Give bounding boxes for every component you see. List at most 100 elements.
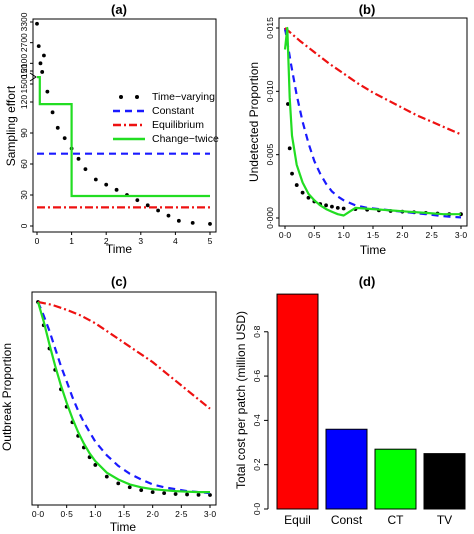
panel-c-series-line-change-twice — [36, 301, 210, 494]
panel-c-x-tick-label: 0·5 — [61, 509, 74, 519]
panel-b-point-time-varying — [290, 171, 294, 176]
panel-b-axes: 0·0 0·5 1·0 1·5 2·0 2·5 3·0 0·000 0·005 0·010 0·01… — [265, 17, 468, 240]
panel-a-ylabel: Sampling effort — [4, 85, 18, 166]
panel-a-point-time-varying — [35, 21, 39, 26]
legend-marker-time-varying — [119, 95, 123, 99]
panel-a-y-tick-label: 30 — [19, 190, 29, 200]
panel-a-point-time-varying — [114, 187, 119, 192]
panel-a-point-time-varying — [38, 61, 43, 66]
panel-b-xlabel: Time — [360, 243, 387, 257]
panel-d-y-tick-label: 0·4 — [252, 414, 262, 427]
panel-a-y-tick-label: 3300 — [19, 12, 29, 31]
panel-b-y-tick-label: 0·015 — [265, 17, 275, 39]
panel-b-point-time-varying — [300, 190, 305, 195]
panel-a-legend: Time−varying Constant Equilibrium Change… — [113, 91, 219, 145]
panel-a-point-time-varying — [76, 156, 81, 161]
panel-b-ylabel: Undetected Proportion — [247, 62, 261, 182]
panel-c-point-time-varying — [127, 485, 132, 490]
panel-a-title: (a) — [111, 2, 127, 17]
panel-c-marks — [36, 300, 212, 497]
legend-label-change-twice: Change−twice — [152, 133, 219, 145]
panel-a-point-time-varying — [208, 222, 212, 226]
panel-a-point-time-varying — [55, 125, 60, 130]
panel-a-point-time-varying — [135, 198, 140, 203]
panel-c-point-time-varying — [116, 481, 121, 486]
panel-d-y-tick-label: 0·6 — [252, 370, 262, 383]
bar-label-tv: TV — [437, 513, 452, 527]
panel-b-series-line-equilibrium — [284, 27, 462, 136]
panel-a-point-time-varying — [45, 89, 50, 94]
panel-c-xlabel: Time — [110, 520, 137, 534]
panel-a-point-time-varying — [50, 110, 55, 115]
panel-a-y-tick-label: 2700 — [19, 33, 29, 52]
panel-b-point-time-varying — [330, 204, 334, 209]
bar-tv — [423, 453, 466, 510]
panel-a-x-tick-label: 5 — [208, 236, 213, 246]
panel-b: (b) Time Undetected Proportion 0·0 0·5 1·0… — [247, 2, 468, 257]
panel-b-x-tick-label: 0·0 — [279, 230, 292, 240]
panel-b-point-time-varying — [306, 195, 311, 200]
panel-a-x-tick-label: 4 — [173, 236, 178, 246]
panel-a-y-tick-label: 120 — [19, 95, 29, 109]
panel-a-xlabel: Time — [106, 242, 133, 256]
panel-c-point-time-varying — [162, 491, 167, 495]
legend-marker-time-varying — [135, 95, 139, 99]
panel-b-title: (b) — [359, 2, 376, 17]
bar-const — [325, 428, 368, 510]
panel-a-x-tick-label: 0 — [35, 236, 40, 246]
legend-item-constant: Constant — [113, 105, 194, 117]
panel-c-point-time-varying — [93, 463, 98, 467]
panel-c-x-tick-label: 2·0 — [147, 509, 160, 519]
panel-c-point-time-varying — [185, 492, 189, 497]
panel-d-y-tick-label: 0·8 — [252, 325, 262, 338]
panel-b-y-tick-label: 0·005 — [265, 144, 275, 166]
panel-c-point-time-varying — [104, 474, 109, 479]
panel-c-series-line-equilibrium — [37, 300, 211, 410]
panel-b-point-time-varying — [335, 205, 340, 210]
panel-d-y-tick-label: 0·2 — [252, 458, 262, 471]
legend-item-equilibrium: Equilibrium — [113, 119, 204, 131]
panel-a-point-time-varying — [83, 167, 88, 172]
panel-a-point-time-varying — [145, 203, 150, 208]
panel-c-point-time-varying — [150, 490, 155, 495]
panel-c-point-time-varying — [173, 492, 178, 496]
panel-c: (c) Time Outbreak Proportion 0·0 0·5 1·0 1·… — [0, 274, 217, 534]
panel-a-y-tick-label: 150 — [19, 64, 29, 78]
panel-d-ylabel: Total cost per patch (million USD) — [234, 311, 248, 489]
panel-a-point-time-varying — [42, 53, 46, 58]
panel-a-series-line-change-twice — [37, 75, 210, 198]
panel-c-point-time-varying — [139, 488, 144, 493]
panel-a-y-tick-label: 60 — [19, 159, 29, 169]
legend-label-equilibrium: Equilibrium — [152, 119, 204, 131]
panel-c-x-tick-label: 1·0 — [89, 509, 102, 519]
panel-a-point-time-varying — [62, 136, 67, 141]
panel-d-title: (d) — [359, 274, 376, 289]
panel-a-y-tick-label: 0 — [19, 223, 29, 228]
bar-equil — [276, 293, 319, 510]
bar-label-ct: CT — [388, 513, 405, 527]
bar-label-equil: Equil — [284, 513, 311, 527]
bar-ct — [374, 448, 417, 510]
panel-a-x-tick-label: 1 — [69, 236, 74, 246]
panel-b-point-time-varying — [294, 183, 299, 187]
panel-a-point-time-varying — [40, 70, 45, 74]
panel-a-point-time-varying — [93, 177, 98, 182]
panel-b-point-time-varying — [341, 206, 346, 211]
panel-a-x-tick-label: 2 — [104, 236, 109, 246]
legend-item-time-varying: Time−varying — [119, 91, 215, 103]
panel-b-x-tick-label: 0·5 — [308, 230, 321, 240]
panel-b-series-line-change-twice — [283, 26, 461, 217]
panel-b-x-tick-label: 3·0 — [455, 230, 468, 240]
panel-a-point-time-varying — [36, 44, 41, 49]
panel-d-axes: 0·0 0·2 0·4 0·6 0·8 — [252, 325, 269, 515]
panel-a-y-tick-label: 1500 — [19, 74, 29, 93]
bar-label-const: Const — [331, 513, 363, 527]
legend-item-change-twice: Change−twice — [113, 133, 219, 145]
panel-b-marks — [283, 26, 463, 219]
panel-b-point-time-varying — [287, 146, 292, 151]
panel-c-series-line-constant — [36, 301, 211, 495]
panel-b-point-time-varying — [324, 203, 328, 208]
